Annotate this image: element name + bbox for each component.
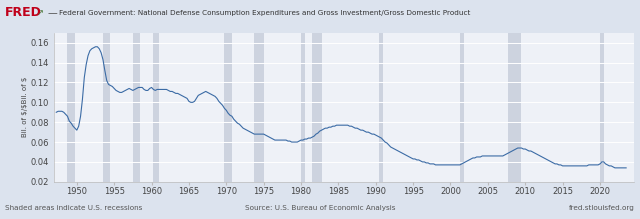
Y-axis label: Bil. of $/$Bil. of $: Bil. of $/$Bil. of $ (22, 77, 28, 138)
Text: fred.stlouisfed.org: fred.stlouisfed.org (569, 205, 635, 211)
Bar (301, 33, 305, 182)
Bar (508, 33, 522, 182)
Bar (312, 33, 321, 182)
Bar (103, 33, 111, 182)
Bar (460, 33, 463, 182)
Bar (600, 33, 604, 182)
Bar (154, 33, 159, 182)
Bar (225, 33, 232, 182)
Text: Source: U.S. Bureau of Economic Analysis: Source: U.S. Bureau of Economic Analysis (244, 205, 396, 211)
Text: Shaded areas indicate U.S. recessions: Shaded areas indicate U.S. recessions (5, 205, 143, 211)
Bar (67, 33, 75, 182)
Text: —: — (48, 8, 58, 18)
Bar (380, 33, 383, 182)
Bar (254, 33, 264, 182)
Bar (133, 33, 140, 182)
Text: ↗: ↗ (37, 8, 44, 17)
Text: FRED: FRED (5, 6, 42, 19)
Text: Federal Government: National Defense Consumption Expenditures and Gross Investme: Federal Government: National Defense Con… (59, 10, 470, 16)
